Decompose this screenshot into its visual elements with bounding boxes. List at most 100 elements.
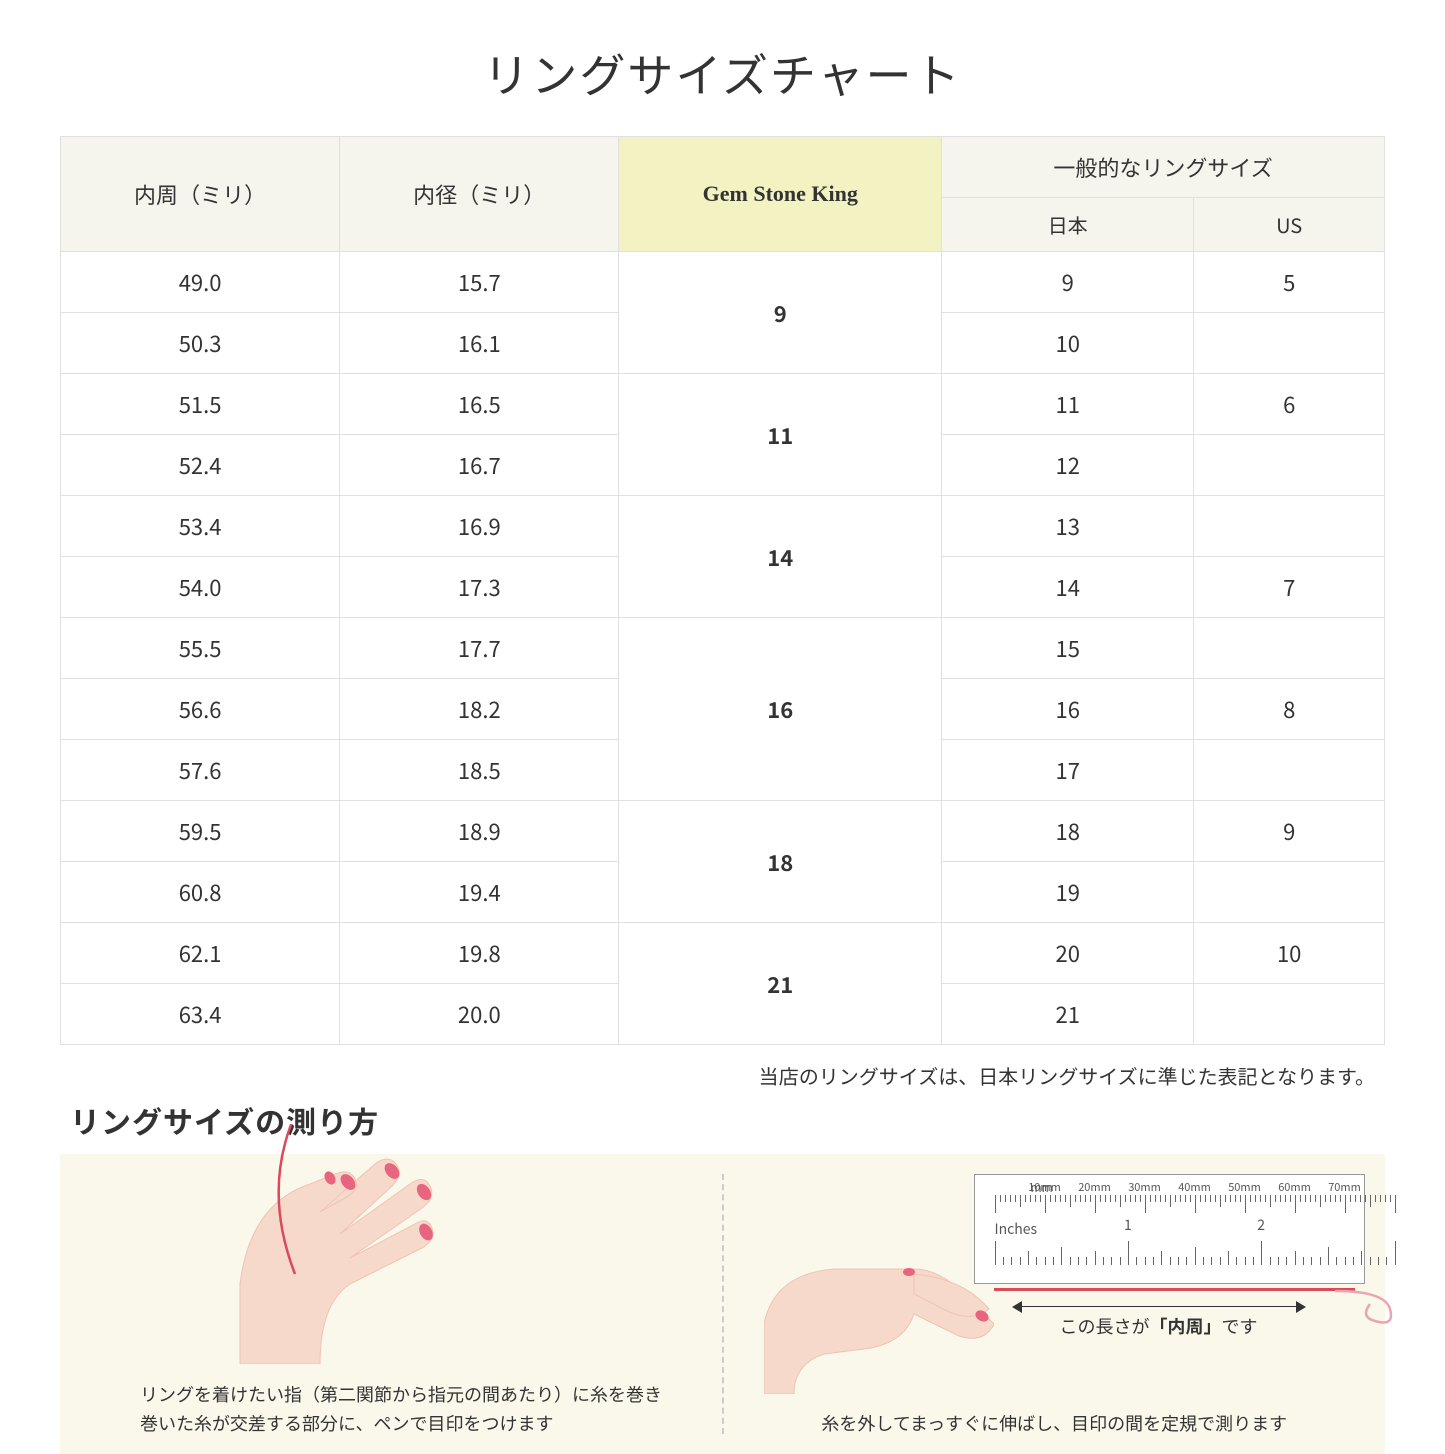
- cell-gsk: 11: [619, 374, 942, 496]
- cell-circumference: 60.8: [61, 862, 340, 923]
- ruler-in-mark: 1: [1124, 1215, 1132, 1235]
- cell-diameter: 16.1: [340, 313, 619, 374]
- cell-us: 8: [1194, 679, 1385, 740]
- col-general-group: 一般的なリングサイズ: [942, 137, 1385, 198]
- cell-japan: 19: [942, 862, 1194, 923]
- cell-diameter: 20.0: [340, 984, 619, 1045]
- cell-gsk: 18: [619, 801, 942, 923]
- cell-us: 6: [1194, 374, 1385, 435]
- hand-wrap-icon: [200, 1124, 460, 1364]
- cell-us: 9: [1194, 801, 1385, 862]
- cell-diameter: 18.5: [340, 740, 619, 801]
- cell-japan: 16: [942, 679, 1194, 740]
- ruler-mm-mark: 70mm: [1328, 1179, 1361, 1195]
- cell-japan: 17: [942, 740, 1194, 801]
- cell-japan: 21: [942, 984, 1194, 1045]
- table-row: 62.119.8212010: [61, 923, 1385, 984]
- cell-japan: 18: [942, 801, 1194, 862]
- panel1-line1: リングを着けたい指（第二関節から指元の間あたり）に糸を巻き: [140, 1381, 662, 1407]
- ruler-mm-mark: 10mm: [1028, 1179, 1061, 1195]
- measure-bold: 「内周」: [1150, 1313, 1222, 1339]
- cell-diameter: 16.9: [340, 496, 619, 557]
- cell-gsk: 14: [619, 496, 942, 618]
- size-chart-table: 内周（ミリ） 内径（ミリ） Gem Stone King 一般的なリングサイズ …: [60, 136, 1385, 1045]
- table-row: 53.416.91413: [61, 496, 1385, 557]
- table-body: 49.015.799550.316.11051.516.51111652.416…: [61, 252, 1385, 1045]
- cell-us: [1194, 435, 1385, 496]
- cell-circumference: 54.0: [61, 557, 340, 618]
- cell-diameter: 16.7: [340, 435, 619, 496]
- cell-us: 5: [1194, 252, 1385, 313]
- page-title: リングサイズチャート: [60, 40, 1385, 106]
- table-row: 49.015.7995: [61, 252, 1385, 313]
- cell-us: [1194, 740, 1385, 801]
- cell-circumference: 57.6: [61, 740, 340, 801]
- cell-circumference: 52.4: [61, 435, 340, 496]
- cell-japan: 10: [942, 313, 1194, 374]
- cell-circumference: 62.1: [61, 923, 340, 984]
- cell-us: [1194, 313, 1385, 374]
- cell-circumference: 50.3: [61, 313, 340, 374]
- panel1-text: リングを着けたい指（第二関節から指元の間あたり）に糸を巻き 巻いた糸が交差する部…: [140, 1380, 702, 1438]
- cell-circumference: 55.5: [61, 618, 340, 679]
- col-circumference: 内周（ミリ）: [61, 137, 340, 252]
- thread-line: [994, 1288, 1356, 1291]
- cell-diameter: 17.3: [340, 557, 619, 618]
- cell-us: [1194, 496, 1385, 557]
- cell-diameter: 15.7: [340, 252, 619, 313]
- cell-circumference: 51.5: [61, 374, 340, 435]
- cell-circumference: 53.4: [61, 496, 340, 557]
- ruler-in-mark: 2: [1257, 1215, 1265, 1235]
- cell-diameter: 18.2: [340, 679, 619, 740]
- hand-hold-icon: [764, 1224, 994, 1394]
- howto-section: リングを着けたい指（第二関節から指元の間あたり）に糸を巻き 巻いた糸が交差する部…: [60, 1154, 1385, 1454]
- col-japan: 日本: [942, 198, 1194, 252]
- cell-gsk: 9: [619, 252, 942, 374]
- cell-diameter: 18.9: [340, 801, 619, 862]
- howto-panel-1: リングを着けたい指（第二関節から指元の間あたり）に糸を巻き 巻いた糸が交差する部…: [60, 1154, 722, 1454]
- cell-japan: 14: [942, 557, 1194, 618]
- note-text: 当店のリングサイズは、日本リングサイズに準じた表記となります。: [60, 1061, 1375, 1090]
- cell-diameter: 19.4: [340, 862, 619, 923]
- cell-circumference: 63.4: [61, 984, 340, 1045]
- cell-japan: 11: [942, 374, 1194, 435]
- cell-japan: 20: [942, 923, 1194, 984]
- cell-diameter: 19.8: [340, 923, 619, 984]
- cell-us: 7: [1194, 557, 1385, 618]
- ruler-mm-mark: 30mm: [1128, 1179, 1161, 1195]
- table-row: 55.517.71615: [61, 618, 1385, 679]
- panel2-text: 糸を外してまっすぐに伸ばし、目印の間を定規で測ります: [724, 1409, 1386, 1438]
- cell-us: 10: [1194, 923, 1385, 984]
- measure-post: です: [1222, 1313, 1258, 1339]
- col-diameter: 内径（ミリ）: [340, 137, 619, 252]
- table-row: 51.516.511116: [61, 374, 1385, 435]
- panel1-line2: 巻いた糸が交差する部分に、ペンで目印をつけます: [140, 1410, 553, 1436]
- cell-gsk: 21: [619, 923, 942, 1045]
- cell-us: [1194, 862, 1385, 923]
- ruler-mm-mark: 60mm: [1278, 1179, 1311, 1195]
- thread-curl-icon: [1335, 1269, 1415, 1329]
- cell-circumference: 59.5: [61, 801, 340, 862]
- cell-japan: 12: [942, 435, 1194, 496]
- ruler-inches-label: Inches: [995, 1219, 1038, 1239]
- col-us: US: [1194, 198, 1385, 252]
- cell-circumference: 49.0: [61, 252, 340, 313]
- cell-us: [1194, 618, 1385, 679]
- cell-circumference: 56.6: [61, 679, 340, 740]
- ruler-mm-mark: 20mm: [1078, 1179, 1111, 1195]
- measure-arrow: この長さが「内周」です: [1014, 1306, 1304, 1339]
- cell-japan: 9: [942, 252, 1194, 313]
- cell-diameter: 17.7: [340, 618, 619, 679]
- table-row: 59.518.918189: [61, 801, 1385, 862]
- ruler-icon: mm Inches 10mm20mm30mm40mm50mm60mm70mm 1…: [974, 1174, 1366, 1284]
- col-gsk: Gem Stone King: [619, 137, 942, 252]
- cell-us: [1194, 984, 1385, 1045]
- cell-gsk: 16: [619, 618, 942, 801]
- cell-diameter: 16.5: [340, 374, 619, 435]
- cell-japan: 13: [942, 496, 1194, 557]
- howto-panel-2: mm Inches 10mm20mm30mm40mm50mm60mm70mm 1…: [724, 1154, 1386, 1454]
- ruler-mm-mark: 50mm: [1228, 1179, 1261, 1195]
- ruler-mm-mark: 40mm: [1178, 1179, 1211, 1195]
- measure-pre: この長さが: [1060, 1313, 1150, 1339]
- cell-japan: 15: [942, 618, 1194, 679]
